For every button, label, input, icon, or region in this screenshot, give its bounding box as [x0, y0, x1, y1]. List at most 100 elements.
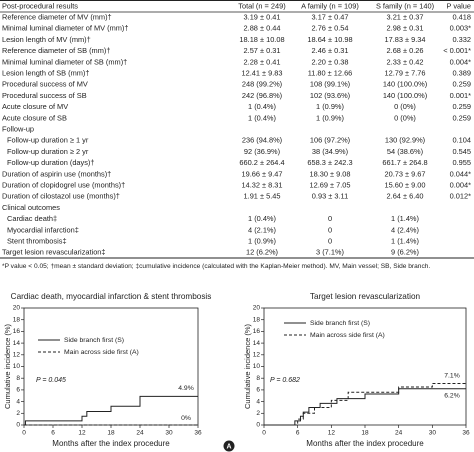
y-tick-label: 8 [256, 375, 260, 382]
table-cell: 2.98 ± 0.31 [387, 24, 424, 33]
table-cell: 0.259 [453, 80, 472, 89]
table-cell: 38 (34.9%) [312, 147, 348, 156]
table-cell: 0.332 [453, 35, 472, 44]
table-cell: 2.88 ± 0.44 [244, 24, 281, 33]
y-tick-label: 16 [13, 328, 21, 335]
table-cell: 18.64 ± 10.98 [307, 35, 352, 44]
x-tick-label: 6 [51, 430, 55, 437]
table-cell: 236 (94.8%) [242, 136, 282, 145]
y-tick-label: 12 [253, 352, 261, 359]
km-curve [264, 388, 466, 426]
table-cell: 3.17 ± 0.47 [312, 12, 349, 21]
table-cell: 106 (97.2%) [310, 136, 350, 145]
table-cell: 0 [328, 214, 332, 223]
row-label: Follow-up duration (days)† [7, 158, 95, 167]
y-tick-label: 20 [253, 305, 261, 312]
p-value: P = 0.682 [270, 377, 300, 384]
y-tick-label: 10 [253, 363, 261, 370]
table-cell: 54 (38.6%) [387, 147, 423, 156]
chart-title: Cardiac death, myocardial infarction & s… [11, 292, 212, 301]
x-axis-label: Months after the index procedure [306, 439, 424, 448]
x-tick-label: 24 [136, 430, 144, 437]
table-header-cell: S family (n = 140) [376, 1, 434, 10]
x-tick-label: 0 [262, 430, 266, 437]
y-tick-label: 14 [253, 340, 261, 347]
row-label: Lesion length of MV (mm)† [2, 35, 91, 44]
table-cell: 2.64 ± 6.40 [387, 192, 424, 201]
table-cell: 1 (0.4%) [248, 214, 276, 223]
table-cell: 11.80 ± 12.66 [308, 68, 353, 77]
table-cell: 0 [328, 225, 332, 234]
row-label: Follow-up duration ≥ 1 yr [7, 136, 89, 145]
km-curve [24, 395, 198, 426]
table-cell: 0.001* [450, 91, 471, 100]
table-cell: 4 (2.1%) [248, 225, 276, 234]
x-tick-label: 12 [328, 430, 336, 437]
table-cell: 0.259 [453, 102, 472, 111]
table-cell: 0 [328, 236, 332, 245]
x-tick-label: 30 [165, 430, 173, 437]
table-cell: 140 (100.0%) [383, 91, 427, 100]
row-label: Duration of aspirin use (months)† [2, 169, 111, 178]
row-label: Duration of cilostazol use (months)† [2, 192, 120, 201]
footnote: *P value < 0.05; †mean ± standard deviat… [2, 263, 430, 270]
table-cell: 12.41 ± 9.83 [241, 68, 282, 77]
row-label: Follow-up duration ≥ 2 yr [7, 147, 89, 156]
table-cell: 18.30 ± 9.08 [309, 169, 350, 178]
legend-label: Side branch first (S) [310, 320, 370, 327]
row-label: Minimal luminal diameter of SB (mm)† [2, 57, 127, 66]
table-cell: 0.104 [453, 136, 472, 145]
table-header-cell: A family (n = 109) [301, 1, 359, 10]
table-cell: 0 (0%) [394, 102, 416, 111]
y-tick-label: 4 [16, 398, 20, 405]
table-cell: 2.33 ± 0.42 [387, 57, 424, 66]
y-tick-label: 18 [13, 316, 21, 323]
table-cell: 0.004* [450, 57, 471, 66]
table-cell: 0.012* [450, 192, 471, 201]
x-tick-label: 18 [107, 430, 115, 437]
table-cell: 1 (0.9%) [316, 113, 344, 122]
table-cell: 1 (1.4%) [391, 214, 419, 223]
x-tick-label: 12 [78, 430, 86, 437]
table-cell: 0.418 [453, 12, 472, 21]
row-label: Reference diameter of SB (mm)† [2, 46, 110, 55]
chart-title: Target lesion revascularization [310, 292, 421, 301]
table-cell: 3.21 ± 0.37 [387, 12, 424, 21]
x-tick-label: 24 [395, 430, 403, 437]
table-cell: 2.28 ± 0.41 [244, 57, 281, 66]
y-tick-label: 6 [16, 387, 20, 394]
row-label: Procedural success of SB [2, 91, 87, 100]
table-cell: 92 (36.9%) [244, 147, 280, 156]
panel-badge [223, 440, 235, 452]
table-cell: 4 (2.4%) [391, 225, 419, 234]
table-cell: 3.19 ± 0.41 [244, 12, 281, 21]
table-cell: 15.60 ± 9.00 [384, 180, 425, 189]
row-label: Duration of clopidogrel use (months)† [2, 180, 125, 189]
y-tick-label: 12 [13, 352, 21, 359]
table-cell: 658.3 ± 242.3 [307, 158, 352, 167]
y-tick-label: 0 [256, 422, 260, 429]
table-cell: 1.91 ± 5.45 [244, 192, 281, 201]
table-cell: 3 (7.1%) [316, 248, 344, 257]
table-cell: 248 (99.2%) [242, 80, 282, 89]
table-cell: 242 (96.8%) [242, 91, 282, 100]
table-cell: 2.76 ± 0.54 [312, 24, 349, 33]
table-cell: 20.73 ± 9.67 [384, 169, 425, 178]
x-tick-label: 30 [429, 430, 437, 437]
row-label: Clinical outcomes [2, 203, 60, 212]
x-tick-label: 36 [194, 430, 202, 437]
table-cell: 9 (6.2%) [391, 248, 419, 257]
table-cell: 1 (0.4%) [248, 113, 276, 122]
row-label: Procedural success of MV [2, 80, 88, 89]
legend-label: Main across side first (A) [310, 332, 385, 339]
y-tick-label: 2 [256, 410, 260, 417]
table-cell: 14.32 ± 8.31 [241, 180, 282, 189]
row-label: Minimal luminal diameter of MV (mm)† [2, 24, 129, 33]
y-axis-label: Cumulative incidence (%) [243, 323, 252, 409]
table-cell: 2.68 ± 0.26 [387, 46, 424, 55]
y-tick-label: 14 [13, 340, 21, 347]
row-label: Reference diameter of MV (mm)† [2, 12, 112, 21]
table-cell: 0.259 [453, 113, 472, 122]
table-cell: 0.93 ± 3.11 [312, 192, 348, 201]
table-cell: 1 (0.9%) [316, 102, 344, 111]
